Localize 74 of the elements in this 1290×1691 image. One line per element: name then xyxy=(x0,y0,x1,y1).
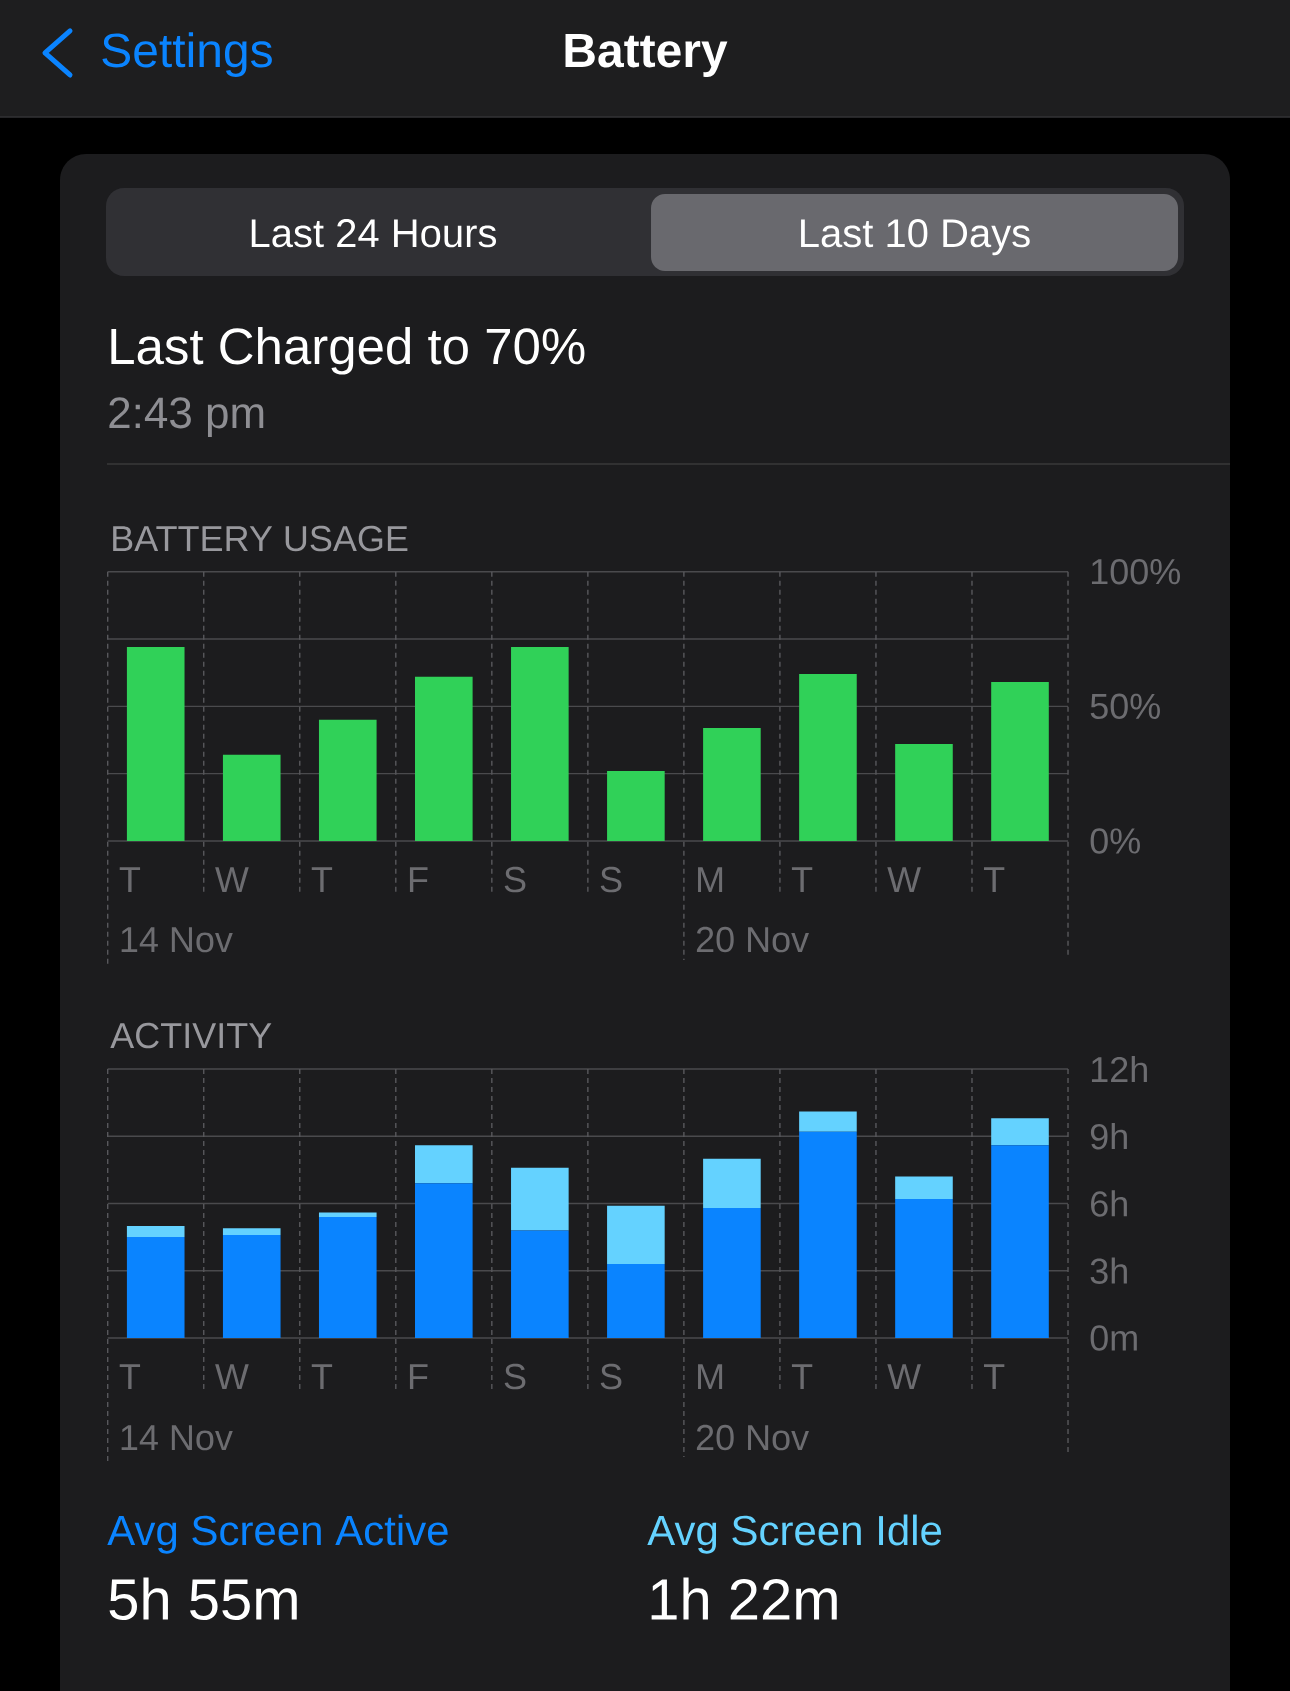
y-tick-label: 0% xyxy=(1090,828,1140,854)
bar xyxy=(703,727,761,841)
text: Last 24 Hours xyxy=(251,219,497,248)
text: 20 Nov xyxy=(696,926,809,953)
chart-title: BATTERY USAGE xyxy=(113,525,408,552)
y-tick-label: 50% xyxy=(1090,693,1160,720)
bar xyxy=(607,1264,665,1338)
bar xyxy=(799,1111,857,1132)
x-tick-label: F xyxy=(409,1364,428,1389)
x-tick-label: W xyxy=(887,1364,921,1389)
text: 5h 55m xyxy=(109,1577,297,1621)
bar xyxy=(126,647,185,841)
bar xyxy=(607,770,665,841)
x-tick-label: W xyxy=(215,867,249,892)
bar xyxy=(703,1207,761,1338)
text: 14 Nov xyxy=(121,927,233,953)
y-tick-label: 6h xyxy=(1091,1190,1127,1217)
x-tick-label: T xyxy=(791,1364,813,1389)
bar xyxy=(222,1228,281,1235)
text: Avg Screen Idle xyxy=(647,1514,942,1554)
bar xyxy=(511,1167,569,1231)
text: 20 Nov xyxy=(696,1424,809,1451)
bar xyxy=(415,1145,473,1184)
text: Battery xyxy=(565,33,728,77)
x-tick-label: T xyxy=(791,867,813,892)
x-tick-label: T xyxy=(983,867,1005,892)
x-tick-label: T xyxy=(119,1364,141,1389)
bar xyxy=(511,647,569,841)
x-tick-label: F xyxy=(409,867,428,892)
x-tick-label: T xyxy=(311,867,333,892)
bar xyxy=(703,1158,761,1208)
bar xyxy=(991,1118,1049,1146)
x-tick-label: S xyxy=(600,866,622,893)
bar xyxy=(318,1212,377,1217)
y-tick-label: 12h xyxy=(1091,1055,1147,1083)
y-tick-label: 9h xyxy=(1090,1123,1127,1150)
bar xyxy=(222,754,281,841)
text: 1h 22m xyxy=(651,1577,837,1620)
x-tick-label: S xyxy=(504,866,526,893)
x-tick-label: T xyxy=(983,1364,1005,1389)
text: 14 Nov xyxy=(121,1425,233,1451)
text: Last Charged to 70% xyxy=(111,327,585,375)
x-tick-label: S xyxy=(504,1363,526,1390)
bar xyxy=(607,1205,665,1265)
x-tick-label: M xyxy=(698,1364,723,1389)
x-tick-label: T xyxy=(311,1364,333,1389)
bar xyxy=(895,744,953,841)
y-tick-label: 3h xyxy=(1090,1257,1127,1284)
bar xyxy=(318,719,377,841)
x-tick-label: W xyxy=(887,867,921,892)
bar xyxy=(126,1237,185,1338)
bar xyxy=(415,1183,473,1338)
text: Avg Screen Active xyxy=(107,1514,448,1554)
bar xyxy=(991,1145,1049,1338)
y-tick-label: 100% xyxy=(1091,558,1180,585)
x-tick-label: M xyxy=(698,867,723,892)
bar xyxy=(222,1234,281,1338)
bar xyxy=(799,1131,857,1338)
bar xyxy=(895,1199,953,1338)
bar xyxy=(799,674,857,841)
bar xyxy=(511,1230,569,1338)
bar xyxy=(895,1176,953,1200)
text: Settings xyxy=(102,32,272,77)
y-tick-label: 0m xyxy=(1090,1325,1137,1351)
bar xyxy=(318,1216,377,1338)
text: Last 10 Days xyxy=(801,219,1030,256)
chart-title: ACTIVITY xyxy=(110,1022,272,1049)
x-tick-label: S xyxy=(600,1363,622,1390)
x-tick-label: W xyxy=(215,1364,249,1389)
bar xyxy=(991,682,1049,841)
text: 2:43 pm xyxy=(109,397,264,438)
bar xyxy=(126,1225,185,1238)
x-tick-label: T xyxy=(119,867,141,892)
bar xyxy=(415,676,473,841)
